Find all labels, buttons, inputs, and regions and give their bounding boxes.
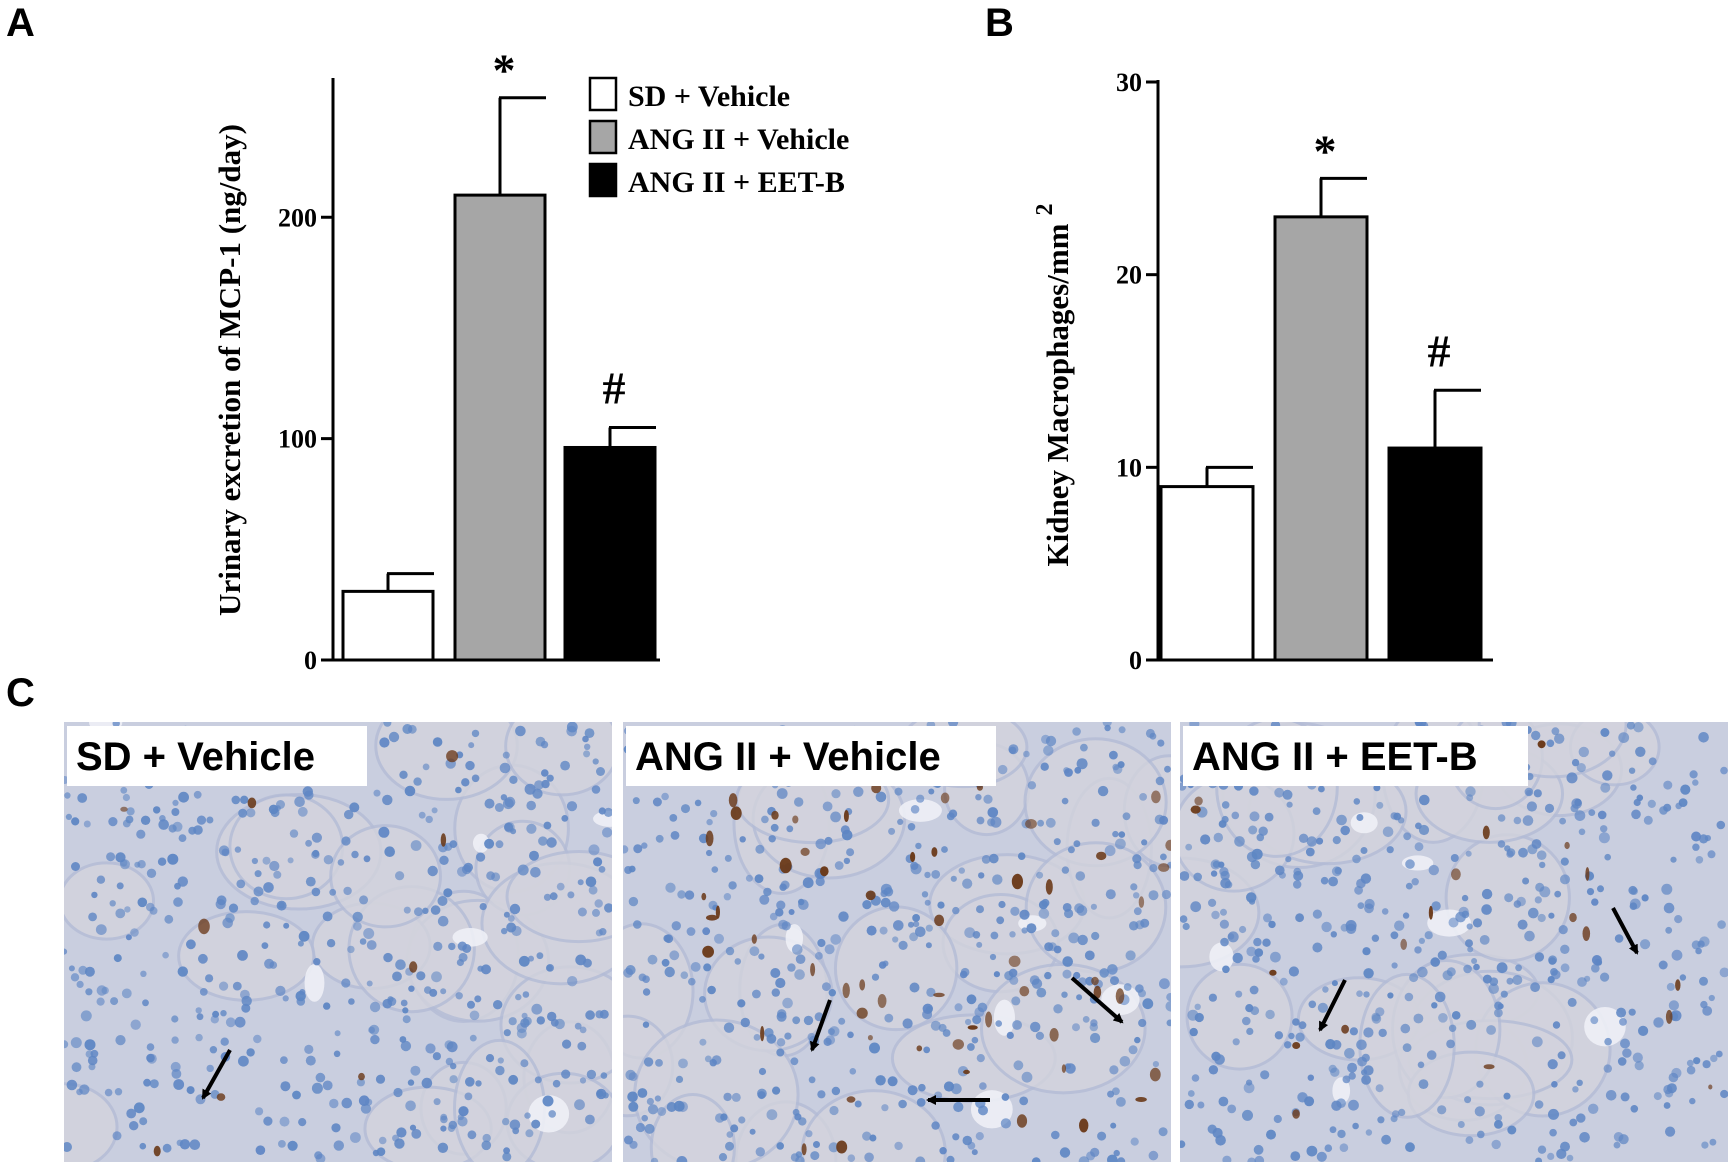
- bar-sd-vehicle: [1159, 485, 1255, 662]
- legend-swatch-ang-eetb: [588, 162, 618, 198]
- panel-letter-c: C: [6, 671, 35, 715]
- y-tick-label: 20: [1116, 261, 1142, 290]
- chart-b: * #0 10 20 30 Kidney Macrophages/mm2: [1032, 68, 1493, 675]
- micrograph-label-sd-vehicle: SD + Vehicle: [76, 735, 315, 779]
- macrophage-stains: [701, 763, 1171, 1156]
- y-axis-label-superscript: 2: [1032, 204, 1058, 216]
- arrow-pointer-1: [201, 1049, 232, 1100]
- legend-label-ang-vehicle: ANG II + Vehicle: [628, 123, 849, 156]
- bar-sd-vehicle: [341, 589, 435, 662]
- y-axis-label: Urinary excretion of MCP-1 (ng/day): [212, 124, 247, 616]
- arrow-pointer-1: [1611, 907, 1639, 955]
- error-bar-sd-vehicle: [1205, 465, 1253, 487]
- panel-letter-b: B: [985, 1, 1014, 45]
- y-tick-label: 10: [1116, 453, 1142, 482]
- legend-swatch-ang-vehicle: [588, 119, 618, 155]
- significance-marker-ang-vehicle: *: [493, 45, 516, 96]
- y-axis-label: Kidney Macrophages/mm2: [1032, 204, 1075, 567]
- bar-ang-eetb: [563, 445, 657, 662]
- legend-label-sd-vehicle: SD + Vehicle: [628, 80, 790, 113]
- arrow-pointer-2: [1318, 979, 1347, 1032]
- bar-ang-eetb: [1387, 446, 1483, 662]
- significance-marker-ang-eetb: #: [1428, 325, 1451, 376]
- y-tick-label: 0: [304, 646, 317, 675]
- panel-letter-a: A: [6, 1, 35, 45]
- micrograph-label-ang-vehicle: ANG II + Vehicle: [635, 735, 941, 779]
- y-tick-label: 200: [278, 203, 317, 232]
- chart-a: * #0 100 200 Urinary excretion of MCP-1 (ng/…: [212, 45, 660, 675]
- arrow-pointer-2: [1070, 976, 1124, 1024]
- micrograph-ang-eetb: ANG II + EET-B: [1180, 722, 1728, 1162]
- micrograph-label-ang-eetb: ANG II + EET-B: [1192, 735, 1478, 779]
- micrograph-row: SD + Vehicle ANG II + Vehicle ANG II + EET…: [64, 722, 1728, 1162]
- micrograph-label-box: [626, 726, 996, 786]
- legend-label-ang-eetb: ANG II + EET-B: [628, 166, 845, 199]
- y-tick-label: 30: [1116, 68, 1142, 97]
- micrograph-sd-vehicle: SD + Vehicle: [64, 722, 612, 1162]
- micrograph-label-box: [67, 726, 367, 786]
- significance-marker-ang-vehicle: *: [1314, 125, 1337, 176]
- macrophage-stains: [96, 729, 459, 1157]
- y-tick-label: 100: [278, 425, 317, 454]
- bar-ang-vehicle: [1273, 215, 1369, 662]
- y-tick-label: 0: [1129, 646, 1142, 675]
- error-bar-ang-vehicle: [1319, 176, 1367, 217]
- bar-ang-vehicle: [453, 193, 547, 662]
- significance-marker-ang-eetb: #: [603, 363, 626, 414]
- error-bar-ang-eetb: [608, 426, 656, 448]
- micrograph-ang-vehicle: ANG II + Vehicle: [623, 722, 1171, 1162]
- error-bar-ang-eetb: [1433, 388, 1481, 449]
- arrow-pointer-1: [810, 999, 832, 1052]
- legend: SD + Vehicle ANG II + Vehicle ANG II + E…: [588, 76, 849, 199]
- micrograph-label-box: [1183, 726, 1528, 786]
- error-bar-sd-vehicle: [386, 572, 434, 592]
- legend-swatch-sd-vehicle: [588, 76, 618, 112]
- error-bar-ang-vehicle: [498, 96, 546, 196]
